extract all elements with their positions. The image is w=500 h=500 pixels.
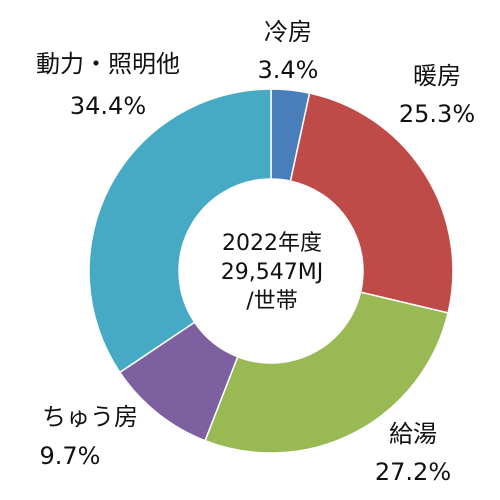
- donut-slices: [88, 88, 454, 454]
- center-label: 2022年度 29,547MJ /世帯: [221, 231, 323, 314]
- slice-label-group-cooling: 冷房 3.4%: [258, 18, 319, 84]
- donut-slice-power-lighting: [88, 88, 272, 374]
- slice-label-kitchen: ちゅう房: [42, 403, 138, 431]
- donut-slice-heating: [289, 92, 454, 314]
- slice-value-power-lighting: 34.4%: [70, 92, 146, 120]
- center-label-line-1: 2022年度: [222, 231, 322, 256]
- slice-value-cooling: 3.4%: [258, 56, 319, 84]
- slice-label-heating: 暖房: [413, 62, 461, 90]
- slice-value-heating: 25.3%: [399, 100, 475, 128]
- center-label-line-2: 29,547MJ: [221, 260, 323, 285]
- slice-value-hot-water: 27.2%: [375, 458, 451, 486]
- slice-label-group-heating: 暖房 25.3%: [399, 62, 475, 128]
- slice-label-group-kitchen: ちゅう房 9.7%: [40, 403, 138, 470]
- donut-slice-hot-water: [204, 291, 450, 454]
- slice-label-group-power-lighting: 動力・照明他 34.4%: [36, 50, 180, 120]
- slice-label-power-lighting: 動力・照明他: [36, 50, 180, 78]
- center-label-line-3: /世帯: [246, 289, 297, 314]
- slice-label-group-hot-water: 給湯 27.2%: [375, 420, 451, 486]
- slice-label-cooling: 冷房: [264, 18, 312, 46]
- slice-label-hot-water: 給湯: [389, 420, 437, 448]
- slice-value-kitchen: 9.7%: [40, 442, 101, 470]
